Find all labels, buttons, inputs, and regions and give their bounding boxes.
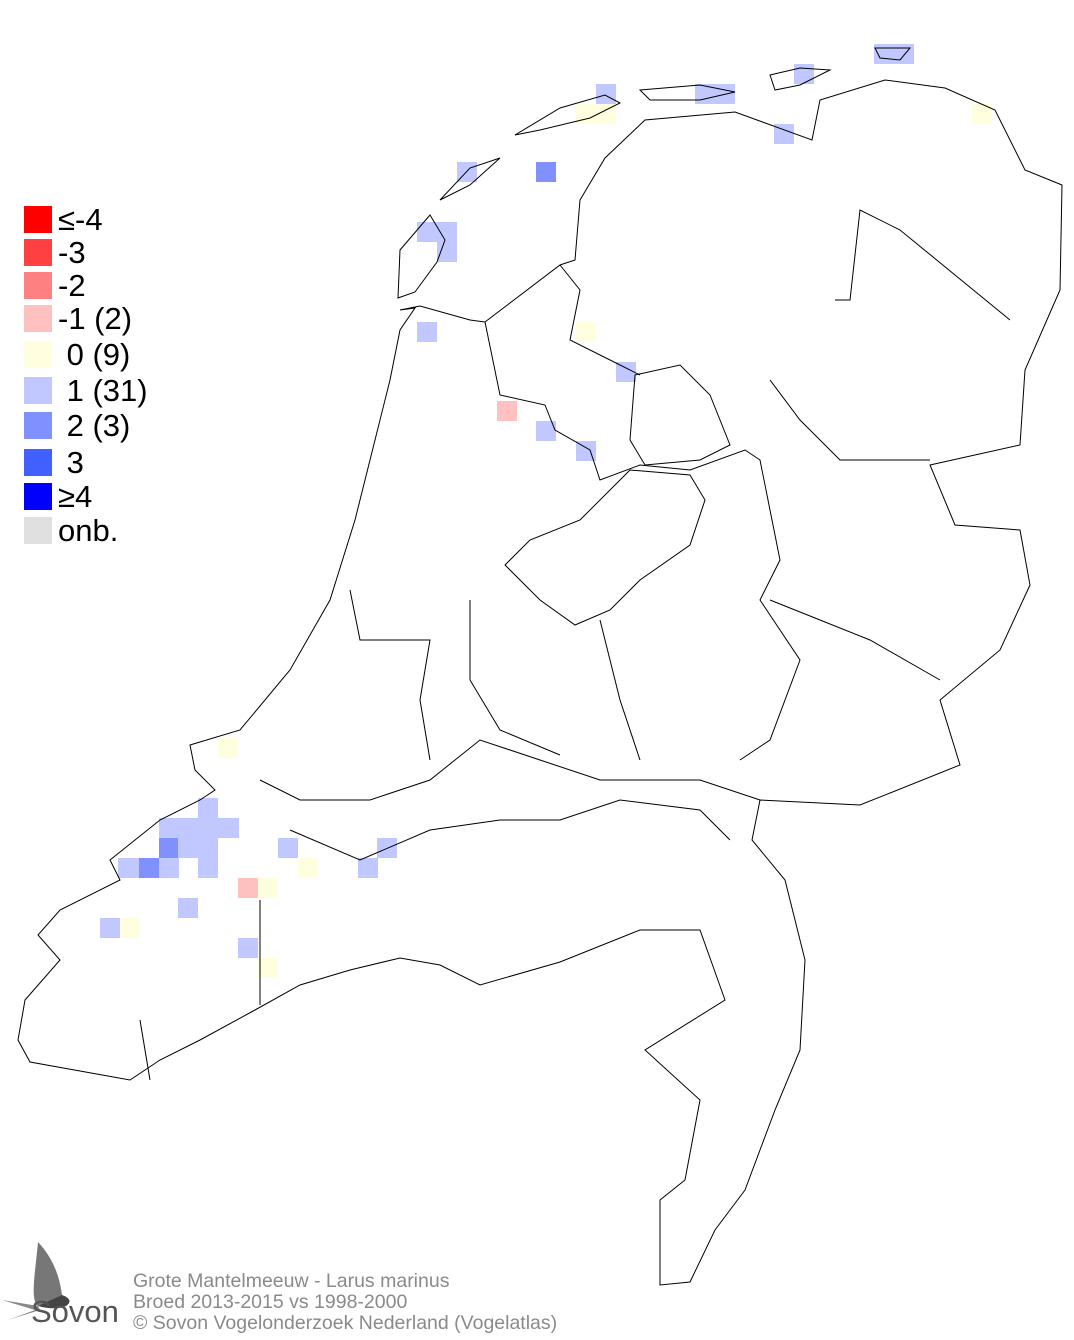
grid-cell	[616, 362, 636, 382]
legend-label: -2	[58, 268, 86, 303]
legend-label: 3	[58, 445, 84, 480]
legend-label: ≤-4	[58, 202, 103, 237]
grid-cell	[874, 44, 914, 64]
grid-cell	[417, 222, 457, 242]
grid-cell	[238, 878, 258, 898]
legend-swatch	[24, 412, 52, 439]
grid-cell	[794, 64, 814, 84]
legend-swatch	[24, 206, 52, 233]
copyright: © Sovon Vogelonderzoek Nederland (Vogela…	[133, 1312, 558, 1334]
legend-label: 2 (3)	[58, 408, 131, 443]
species-name: Grote Mantelmeeuw - Larus marinus	[133, 1270, 450, 1292]
grid-cell	[159, 858, 179, 878]
grid-cell	[972, 104, 992, 124]
legend-swatch	[24, 449, 52, 476]
period-comparison: Broed 2013-2015 vs 1998-2000	[133, 1291, 408, 1313]
grid-cell	[139, 858, 159, 878]
grid-cell	[576, 322, 596, 342]
grid-cell	[120, 918, 139, 938]
legend-label: 1 (31)	[58, 373, 148, 408]
legend-swatch	[24, 239, 52, 266]
grid-cell	[258, 958, 278, 978]
grid-cell	[437, 242, 457, 262]
grid-cell	[695, 84, 735, 104]
legend-swatch	[24, 377, 52, 404]
grid-cell	[774, 124, 794, 144]
grid-cell	[258, 878, 278, 898]
legend-label: ≥4	[58, 479, 93, 514]
grid-cell	[118, 858, 139, 878]
grid-cell	[576, 441, 596, 461]
grid-cell	[100, 918, 120, 938]
grid-cell	[159, 838, 179, 858]
grid-cell	[178, 838, 218, 858]
legend-label: -3	[58, 235, 86, 270]
grid-cell	[178, 898, 198, 918]
logo-text: Sovon	[31, 1294, 119, 1329]
grid-cell	[218, 738, 238, 758]
grid-cell	[536, 162, 556, 182]
grid-cell	[198, 858, 218, 878]
grid-cell	[159, 818, 239, 838]
wadden-islands	[397, 47, 912, 299]
legend-swatch	[24, 483, 52, 510]
grid-cell	[278, 838, 298, 858]
province-borders	[139, 209, 1011, 1081]
ijsselmeer-shore	[484, 321, 801, 761]
grid-cell	[536, 421, 556, 441]
grid-cell	[576, 104, 616, 124]
grid-cell	[417, 322, 437, 342]
map-caption: Grote Mantelmeeuw - Larus marinus Broed …	[133, 1271, 557, 1334]
grid-cells	[100, 44, 992, 978]
sovon-swallow-logo	[2, 1242, 70, 1320]
noordoostpolder-outline	[629, 364, 731, 466]
legend-swatch	[24, 341, 52, 368]
legend-label: onb.	[58, 513, 119, 548]
grid-cell	[358, 858, 378, 878]
grid-cell	[198, 798, 218, 818]
legend-swatch	[24, 272, 52, 299]
mainland-outline	[17, 79, 1063, 1286]
legend-swatch	[24, 305, 52, 332]
map-outline	[17, 47, 1063, 1286]
legend-label: 0 (9)	[58, 337, 131, 372]
flevoland-outline	[504, 469, 706, 626]
grid-cell	[298, 858, 318, 878]
legend-label: -1 (2)	[58, 301, 133, 336]
grid-cell	[497, 401, 517, 421]
grid-cell	[238, 938, 258, 958]
grid-cell	[596, 84, 616, 104]
legend-swatch	[24, 517, 52, 544]
rivers	[259, 600, 761, 861]
